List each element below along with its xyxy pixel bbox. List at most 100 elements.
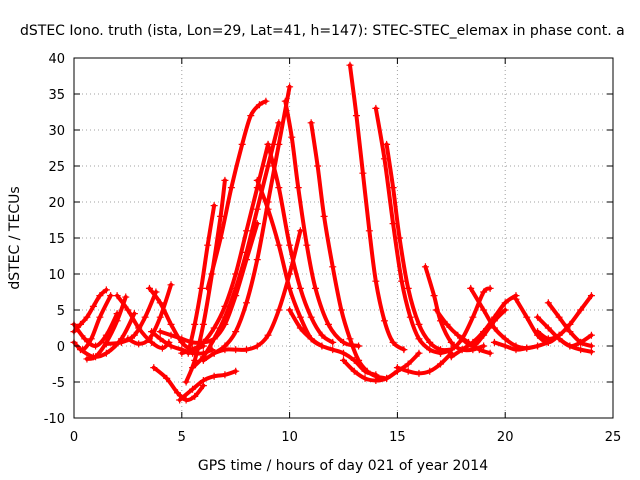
data-point-marker [204,284,212,292]
data-point-marker [288,133,296,141]
data-point-marker [199,377,207,385]
data-point-marker [156,335,164,343]
data-point-marker [189,385,197,393]
data-point-marker [210,202,218,210]
axis-ticks: 0 5 10 15 20 25 -10 -5 0 5 10 15 20 25 30 35 40 [44,52,622,445]
data-point-marker [587,342,595,350]
data-point-marker [167,342,175,350]
data-point-marker [135,324,143,332]
data-point-marker [380,155,388,163]
data-point-marker [242,248,250,256]
data-point-marker [210,324,218,332]
data-point-marker [480,331,488,339]
series-arc-28 [373,106,443,356]
data-point-marker [102,340,110,348]
series-arc-16 [184,178,227,384]
data-point-marker [432,306,440,314]
y-tick-label: 40 [48,52,65,67]
data-point-marker [577,346,585,354]
data-point-marker [89,302,97,310]
data-point-marker [184,349,192,357]
data-point-marker [264,140,272,148]
data-point-marker [426,346,434,354]
data-point-marker [361,374,369,382]
data-point-marker [337,306,345,314]
data-point-marker [221,313,229,321]
x-tick-label: 20 [497,430,514,445]
data-point-marker [210,349,218,357]
data-point-marker [307,313,315,321]
data-point-marker [275,140,283,148]
data-point-marker [156,328,164,336]
data-point-marker [275,241,283,249]
data-point-marker [587,331,595,339]
data-point-marker [346,335,354,343]
data-point-marker [314,162,322,170]
y-axis-label: dSTEC / TECUs [7,186,23,289]
data-point-marker [458,346,466,354]
data-point-marker [141,313,149,321]
data-point-marker [264,331,272,339]
data-point-marker [286,241,294,249]
data-point-marker [534,313,542,321]
data-point-marker [340,356,347,364]
data-point-marker [124,335,132,343]
data-point-marker [443,320,451,328]
data-point-marker [145,284,153,292]
data-point-marker [544,335,552,343]
data-point-marker [286,83,294,91]
data-point-marker [318,342,326,350]
y-tick-label: 35 [48,88,65,103]
data-point-marker [490,324,498,332]
data-point-marker [210,335,218,343]
data-point-marker [150,364,158,372]
data-point-marker [294,184,302,192]
data-point-marker [286,284,294,292]
data-point-marker [253,205,261,213]
data-point-marker [87,335,95,343]
data-point-marker [281,97,289,105]
data-point-marker [167,320,175,328]
data-point-marker [255,101,263,109]
data-point-marker [404,284,412,292]
data-point-marker [372,377,380,385]
data-point-marker [83,355,91,363]
series-arc-23 [283,99,361,348]
series-arc-27 [341,351,421,383]
data-point-marker [404,360,412,368]
data-point-marker [232,328,240,336]
data-point-marker [158,344,166,352]
data-point-marker [340,349,347,357]
data-point-marker [415,320,423,328]
data-point-marker [232,284,240,292]
data-point-marker [275,184,283,192]
data-point-marker [426,367,434,375]
data-point-marker [92,353,100,361]
data-point-marker [523,313,531,321]
data-point-marker [221,371,229,379]
series-arc-30 [395,351,454,376]
data-point-marker [383,140,391,148]
data-point-marker [286,306,294,314]
data-point-marker [350,367,358,375]
data-point-marker [296,313,304,321]
data-point-marker [96,313,104,321]
data-point-marker [480,306,488,314]
data-point-marker [232,270,240,278]
data-point-marker [415,349,423,357]
x-tick-label: 0 [70,430,78,445]
data-point-marker [486,349,494,357]
data-point-marker [148,338,156,346]
data-point-marker [145,335,153,343]
data-point-marker [544,324,552,332]
data-point-marker [217,212,225,220]
data-point-marker [467,284,475,292]
data-point-marker [566,342,574,350]
data-point-marker [389,338,397,346]
y-tick-label: 15 [48,232,65,247]
data-point-marker [587,292,595,300]
data-point-marker [469,342,477,350]
data-point-marker [156,313,164,321]
data-point-marker [396,234,404,242]
